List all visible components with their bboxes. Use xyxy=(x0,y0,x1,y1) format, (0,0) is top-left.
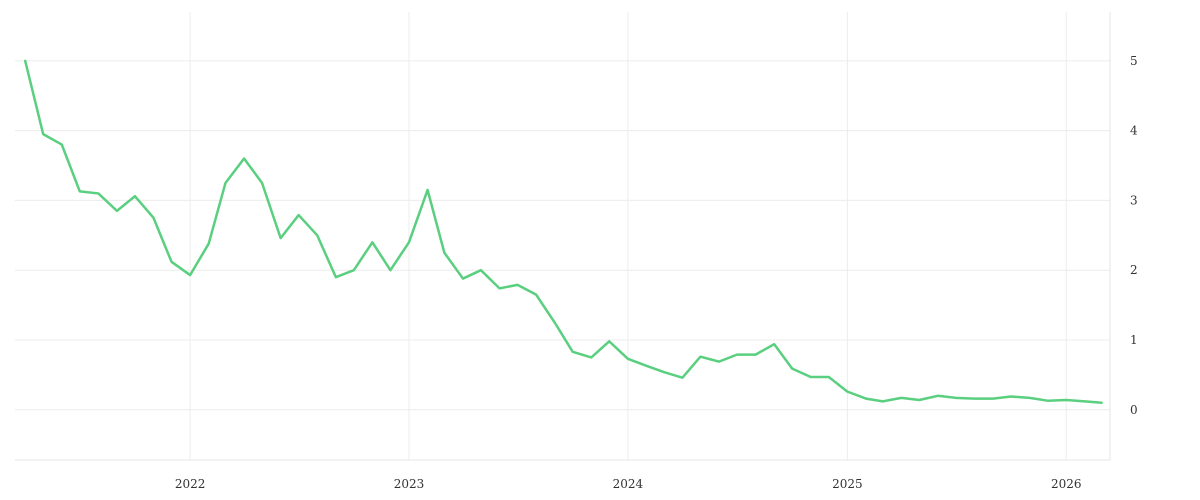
y-tick-label: 5 xyxy=(1130,54,1138,68)
x-tick-label: 2024 xyxy=(613,477,644,491)
series-line xyxy=(23,59,1103,405)
y-tick-label: 1 xyxy=(1130,333,1138,347)
series-layer xyxy=(23,59,1103,405)
grid-layer xyxy=(15,12,1110,460)
tick-label-layer: 0 1 2 3 4 5 2022 2023 2024 2025 2026 xyxy=(175,54,1138,491)
y-tick-label: 2 xyxy=(1130,263,1138,277)
x-tick-label: 2023 xyxy=(394,477,425,491)
x-tick-label: 2022 xyxy=(175,477,206,491)
y-tick-label: 0 xyxy=(1130,403,1138,417)
y-tick-label: 4 xyxy=(1130,124,1138,138)
x-tick-label: 2025 xyxy=(832,477,863,491)
x-tick-label: 2026 xyxy=(1051,477,1082,491)
y-tick-label: 3 xyxy=(1130,193,1138,207)
axis-layer xyxy=(15,12,1111,461)
